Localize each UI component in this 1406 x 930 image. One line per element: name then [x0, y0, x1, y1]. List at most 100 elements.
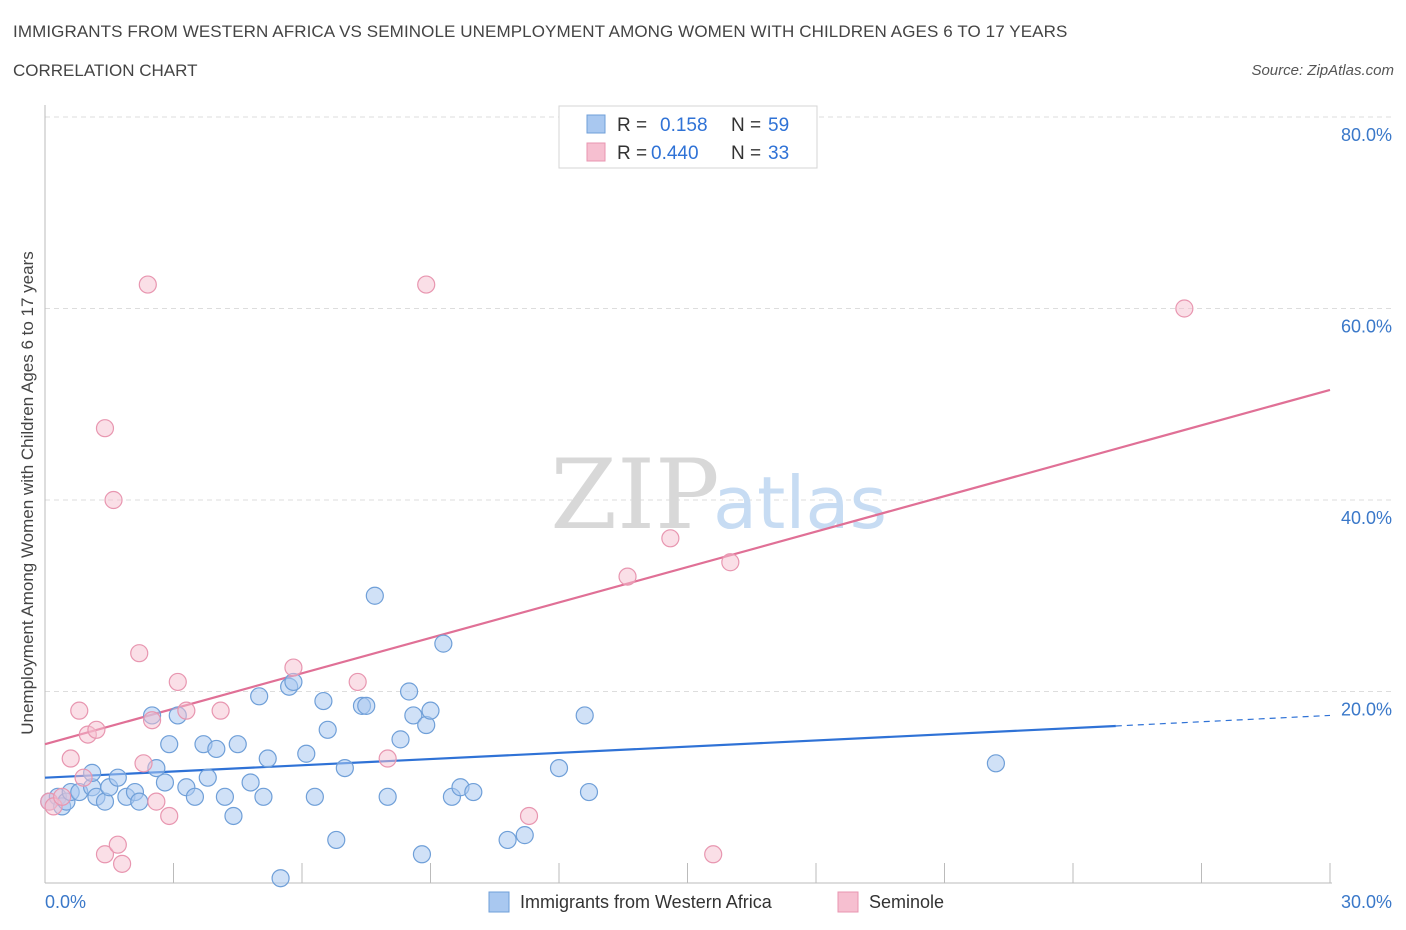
x-tick-label-min: 0.0%	[45, 892, 86, 912]
data-point-western-africa	[108, 768, 127, 787]
data-point-western-africa	[498, 830, 517, 850]
data-point-western-africa	[549, 758, 569, 778]
data-point-western-africa	[160, 735, 179, 754]
data-point-western-africa	[224, 806, 243, 826]
data-point-western-africa	[297, 744, 316, 763]
bottom-legend-swatch-blue	[488, 891, 510, 913]
data-point-western-africa	[250, 687, 269, 706]
legend-swatch-pink	[586, 142, 606, 162]
data-point-seminole	[95, 419, 115, 438]
data-point-western-africa	[215, 787, 234, 806]
data-point-seminole	[87, 720, 106, 739]
y-tick-label: 20.0%	[1341, 700, 1392, 720]
data-point-seminole	[284, 658, 303, 677]
bottom-legend-swatch-pink	[837, 891, 859, 913]
legend-swatch-blue	[586, 114, 606, 134]
data-point-western-africa	[198, 768, 217, 787]
y-tick-labels: 20.0% 40.0% 60.0% 80.0%	[1341, 125, 1392, 720]
y-tick-label: 80.0%	[1341, 125, 1392, 145]
data-point-western-africa	[327, 830, 346, 850]
data-point-seminole	[70, 701, 89, 720]
data-point-western-africa	[241, 773, 260, 792]
legend-n-value-pink: 33	[768, 143, 789, 164]
x-ticks	[44, 863, 1331, 883]
stats-legend: R = 0.158 N = 59 R = 0.440 N = 33	[558, 105, 818, 169]
data-point-seminole	[1175, 299, 1194, 318]
data-point-seminole	[138, 275, 157, 294]
gridlines	[45, 116, 1392, 692]
data-point-western-africa	[579, 782, 599, 802]
data-point-seminole	[134, 754, 153, 773]
data-point-seminole	[661, 529, 680, 548]
legend-r-label-blue: R =	[617, 115, 647, 136]
data-point-western-africa	[185, 787, 205, 806]
source-credit: Source: ZipAtlas.com	[1251, 62, 1394, 79]
watermark-atlas: atlas	[713, 461, 887, 545]
data-point-western-africa	[434, 634, 453, 653]
data-point-seminole	[112, 854, 132, 873]
legend-n-label-pink: N =	[731, 143, 761, 164]
data-point-seminole	[618, 567, 637, 586]
data-point-seminole	[519, 806, 539, 826]
watermark-zip: ZIP	[550, 439, 719, 551]
data-point-seminole	[378, 749, 397, 768]
x-tick-label-max: 30.0%	[1341, 892, 1392, 912]
data-point-seminole	[348, 672, 367, 692]
data-point-seminole	[130, 644, 149, 663]
data-point-western-africa	[404, 706, 423, 725]
data-point-western-africa	[378, 787, 397, 806]
data-point-seminole	[61, 749, 80, 768]
watermark: ZIP atlas	[550, 439, 887, 551]
data-point-seminole	[704, 845, 723, 864]
data-point-western-africa	[357, 696, 376, 715]
data-point-seminole	[142, 711, 162, 730]
trend-line-seminole	[44, 388, 1331, 746]
data-point-western-africa	[271, 869, 290, 888]
data-point-seminole	[721, 553, 740, 572]
data-point-western-africa	[314, 691, 333, 711]
series-western-africa	[40, 586, 1006, 888]
data-point-western-africa	[421, 701, 440, 720]
legend-n-value-blue: 59	[768, 115, 789, 136]
data-point-western-africa	[207, 739, 226, 759]
chart-title: IMMIGRANTS FROM WESTERN AFRICA VS SEMINO…	[13, 22, 1068, 41]
legend-r-label-pink: R =	[617, 143, 647, 164]
data-point-seminole	[168, 672, 187, 692]
trend-lines	[44, 388, 1331, 779]
trend-line-western-africa	[44, 724, 1116, 779]
data-point-seminole	[108, 835, 127, 854]
series-seminole	[40, 275, 1194, 873]
data-point-western-africa	[575, 706, 594, 725]
data-point-seminole	[177, 701, 196, 720]
data-point-western-africa	[986, 754, 1006, 773]
data-point-western-africa	[515, 826, 534, 845]
data-point-western-africa	[399, 682, 419, 701]
data-point-seminole	[147, 792, 166, 811]
data-point-seminole	[211, 701, 230, 720]
trend-line-western-africa-extension	[1115, 714, 1331, 727]
data-point-western-africa	[412, 845, 432, 864]
data-point-seminole	[104, 490, 123, 510]
axes	[44, 105, 1332, 884]
data-point-western-africa	[155, 773, 175, 792]
y-tick-label: 40.0%	[1341, 508, 1392, 528]
data-point-western-africa	[130, 792, 149, 811]
data-point-western-africa	[305, 787, 324, 806]
data-point-western-africa	[365, 586, 384, 605]
chart-subtitle: CORRELATION CHART	[13, 61, 198, 80]
legend-r-value-blue: 0.158	[660, 115, 708, 136]
data-point-seminole	[160, 806, 179, 826]
data-point-seminole	[53, 787, 72, 806]
data-point-seminole	[95, 845, 115, 864]
legend-n-label-blue: N =	[731, 115, 761, 136]
y-tick-label: 60.0%	[1341, 317, 1392, 337]
data-point-western-africa	[254, 787, 273, 806]
data-point-seminole	[74, 768, 93, 787]
data-point-western-africa	[318, 720, 337, 739]
legend-r-value-pink: 0.440	[651, 143, 699, 164]
data-point-western-africa	[464, 782, 483, 802]
data-point-western-africa	[258, 749, 277, 768]
data-point-western-africa	[335, 758, 354, 778]
data-point-seminole	[417, 275, 436, 294]
